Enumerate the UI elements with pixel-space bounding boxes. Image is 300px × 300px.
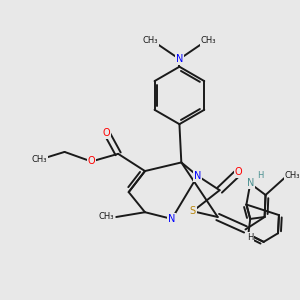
Text: O: O <box>103 128 110 138</box>
Text: N: N <box>194 171 201 181</box>
Text: O: O <box>235 167 243 177</box>
Text: CH₃: CH₃ <box>143 36 158 45</box>
Text: CH₃: CH₃ <box>99 212 114 221</box>
Text: N: N <box>247 178 254 188</box>
Text: S: S <box>190 206 196 216</box>
Text: N: N <box>168 214 176 224</box>
Text: CH₃: CH₃ <box>32 155 47 164</box>
Text: H: H <box>247 232 254 242</box>
Text: N: N <box>176 54 183 64</box>
Text: CH₃: CH₃ <box>285 171 300 180</box>
Text: O: O <box>88 157 95 166</box>
Text: CH₃: CH₃ <box>200 36 216 45</box>
Text: H: H <box>256 171 263 180</box>
